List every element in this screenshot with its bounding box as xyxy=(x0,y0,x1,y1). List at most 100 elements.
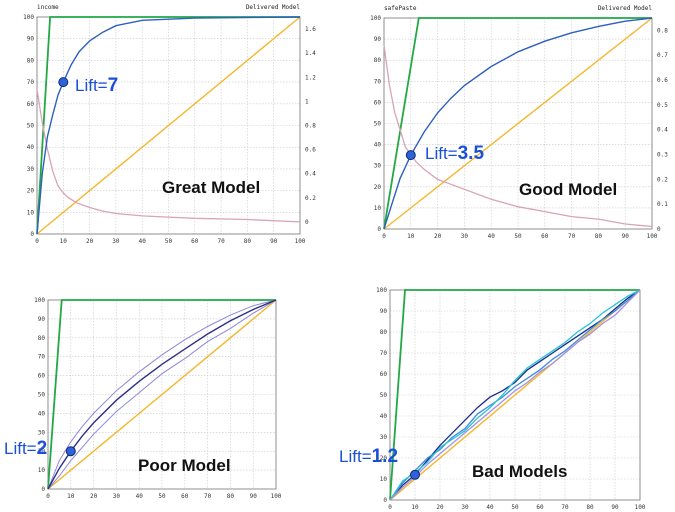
y-tick-label: 50 xyxy=(38,392,46,399)
x-tick-label: 90 xyxy=(622,233,630,240)
y-tick-label: 70 xyxy=(380,350,388,357)
poor-model-chart: 0 10 20 30 40 50 60 70 80 90 100 0 10 20 30 40 50 60 70 80 9… xyxy=(4,297,282,500)
y-tick-label: 80 xyxy=(27,57,35,64)
y-tick-label: 60 xyxy=(374,99,382,106)
x-tick-label: 90 xyxy=(250,493,258,500)
x-tick-label: 100 xyxy=(271,493,282,500)
y-tick-label: 80 xyxy=(380,329,388,336)
y-tick-label: 50 xyxy=(380,392,388,399)
y-tick-label: 30 xyxy=(38,429,46,436)
x-tick-label: 40 xyxy=(486,504,494,511)
y-tick-label: 30 xyxy=(380,434,388,441)
y-tick-label: 100 xyxy=(23,14,34,21)
confidence-band-upper-line xyxy=(47,299,277,490)
y2-tick-label: 1.6 xyxy=(305,26,316,33)
ideal-model-line xyxy=(383,17,652,230)
y2-tick-label: 0.6 xyxy=(657,77,668,84)
x-tick-label: 20 xyxy=(90,493,98,500)
x-tick-label: 50 xyxy=(165,238,173,245)
x-tick-label: 80 xyxy=(586,504,594,511)
y2-tick-label: 0 xyxy=(657,226,661,233)
x-tick-label: 70 xyxy=(561,504,569,511)
model-gain-line xyxy=(383,17,653,230)
y-tick-label: 20 xyxy=(27,188,35,195)
y2-tick-label: 0 xyxy=(305,219,309,226)
y-tick-label: 10 xyxy=(27,209,35,216)
y-tick-label: 30 xyxy=(27,166,35,173)
x-tick-label: 60 xyxy=(541,233,549,240)
y-tick-label: 50 xyxy=(27,123,35,130)
y-tick-label: 40 xyxy=(380,413,388,420)
x-tick-label: 30 xyxy=(461,233,469,240)
x-tick-label: 60 xyxy=(536,504,544,511)
x-tick-label: 100 xyxy=(635,504,646,511)
y-tick-label: 0 xyxy=(30,231,34,238)
y-tick-label: 10 xyxy=(380,476,388,483)
chart-title-right: Delivered Model xyxy=(598,5,653,12)
x-tick-label: 100 xyxy=(295,238,306,245)
model-series-line-3 xyxy=(389,289,641,501)
y2-tick-label: 1.4 xyxy=(305,50,316,57)
model-series-line-2 xyxy=(389,289,641,501)
y-tick-label: 80 xyxy=(38,335,46,342)
bad-models-chart: 0 10 20 30 40 50 60 70 80 90 100 0 10 20 30 40 50 60 70 80 9… xyxy=(339,287,646,511)
y2-tick-label: 1 xyxy=(305,98,309,105)
x-tick-label: 10 xyxy=(67,493,75,500)
good-model-chart: 0 10 20 30 40 50 60 70 80 90 100010203040506070809… xyxy=(370,5,668,240)
x-tick-label: 10 xyxy=(411,504,419,511)
lift-label-value: 2 xyxy=(37,438,48,459)
lift-curve-line xyxy=(36,89,301,223)
model-gain-line xyxy=(36,16,301,235)
x-tick-label: 70 xyxy=(568,233,576,240)
y-tick-label: 70 xyxy=(27,79,35,86)
x-tick-label: 40 xyxy=(139,238,147,245)
y-tick-label: 20 xyxy=(380,455,388,462)
y-tick-label: 60 xyxy=(27,101,35,108)
x-tick-label: 10 xyxy=(407,233,415,240)
lift-label: Lift=7 xyxy=(75,75,118,96)
y2-tick-label: 0.8 xyxy=(305,123,316,130)
x-tick-label: 60 xyxy=(181,493,189,500)
y-tick-label: 90 xyxy=(380,308,388,315)
x-tick-label: 90 xyxy=(270,238,278,245)
y2-tick-label: 0.2 xyxy=(305,195,316,202)
lift-label-prefix: Lift= xyxy=(4,439,37,458)
lift-label: Lift=2 xyxy=(4,438,47,459)
x-tick-label: 20 xyxy=(436,504,444,511)
x-tick-label: 0 xyxy=(46,493,50,500)
chart-caption: Poor Model xyxy=(138,456,231,475)
y2-tick-label: 0.3 xyxy=(657,152,668,159)
lift-label-value: 1.2 xyxy=(372,446,398,467)
x-tick-label: 0 xyxy=(382,233,386,240)
lift-point-marker xyxy=(405,150,416,161)
y2-tick-label: 0.6 xyxy=(305,147,316,154)
y2-tick-label: 1.2 xyxy=(305,74,316,81)
x-tick-label: 100 xyxy=(647,233,658,240)
y-tick-label: 70 xyxy=(38,354,46,361)
lift-point-marker xyxy=(65,446,76,457)
x-tick-label: 80 xyxy=(244,238,252,245)
x-tick-label: 30 xyxy=(112,238,120,245)
lift-label: Lift=1.2 xyxy=(339,446,398,467)
chart-caption: Great Model xyxy=(162,178,260,197)
ideal-model-line xyxy=(389,289,640,501)
x-tick-label: 70 xyxy=(204,493,212,500)
y-tick-label: 100 xyxy=(376,287,387,294)
x-tick-label: 40 xyxy=(136,493,144,500)
random-baseline-line xyxy=(47,299,277,490)
x-tick-label: 10 xyxy=(60,238,68,245)
x-tick-label: 60 xyxy=(191,238,199,245)
y-tick-label: 40 xyxy=(374,142,382,149)
y-tick-label: 50 xyxy=(374,121,382,128)
x-tick-label: 50 xyxy=(511,504,519,511)
y-tick-label: 0 xyxy=(383,497,387,504)
y2-tick-label: 0.1 xyxy=(657,201,668,208)
chart-title-left: income xyxy=(37,4,59,11)
y-tick-label: 90 xyxy=(27,36,35,43)
y-tick-label: 0 xyxy=(377,226,381,233)
x-tick-label: 30 xyxy=(461,504,469,511)
random-baseline-line xyxy=(36,16,301,235)
y2-tick-label: 0.8 xyxy=(657,27,668,34)
y-tick-label: 100 xyxy=(34,297,45,304)
